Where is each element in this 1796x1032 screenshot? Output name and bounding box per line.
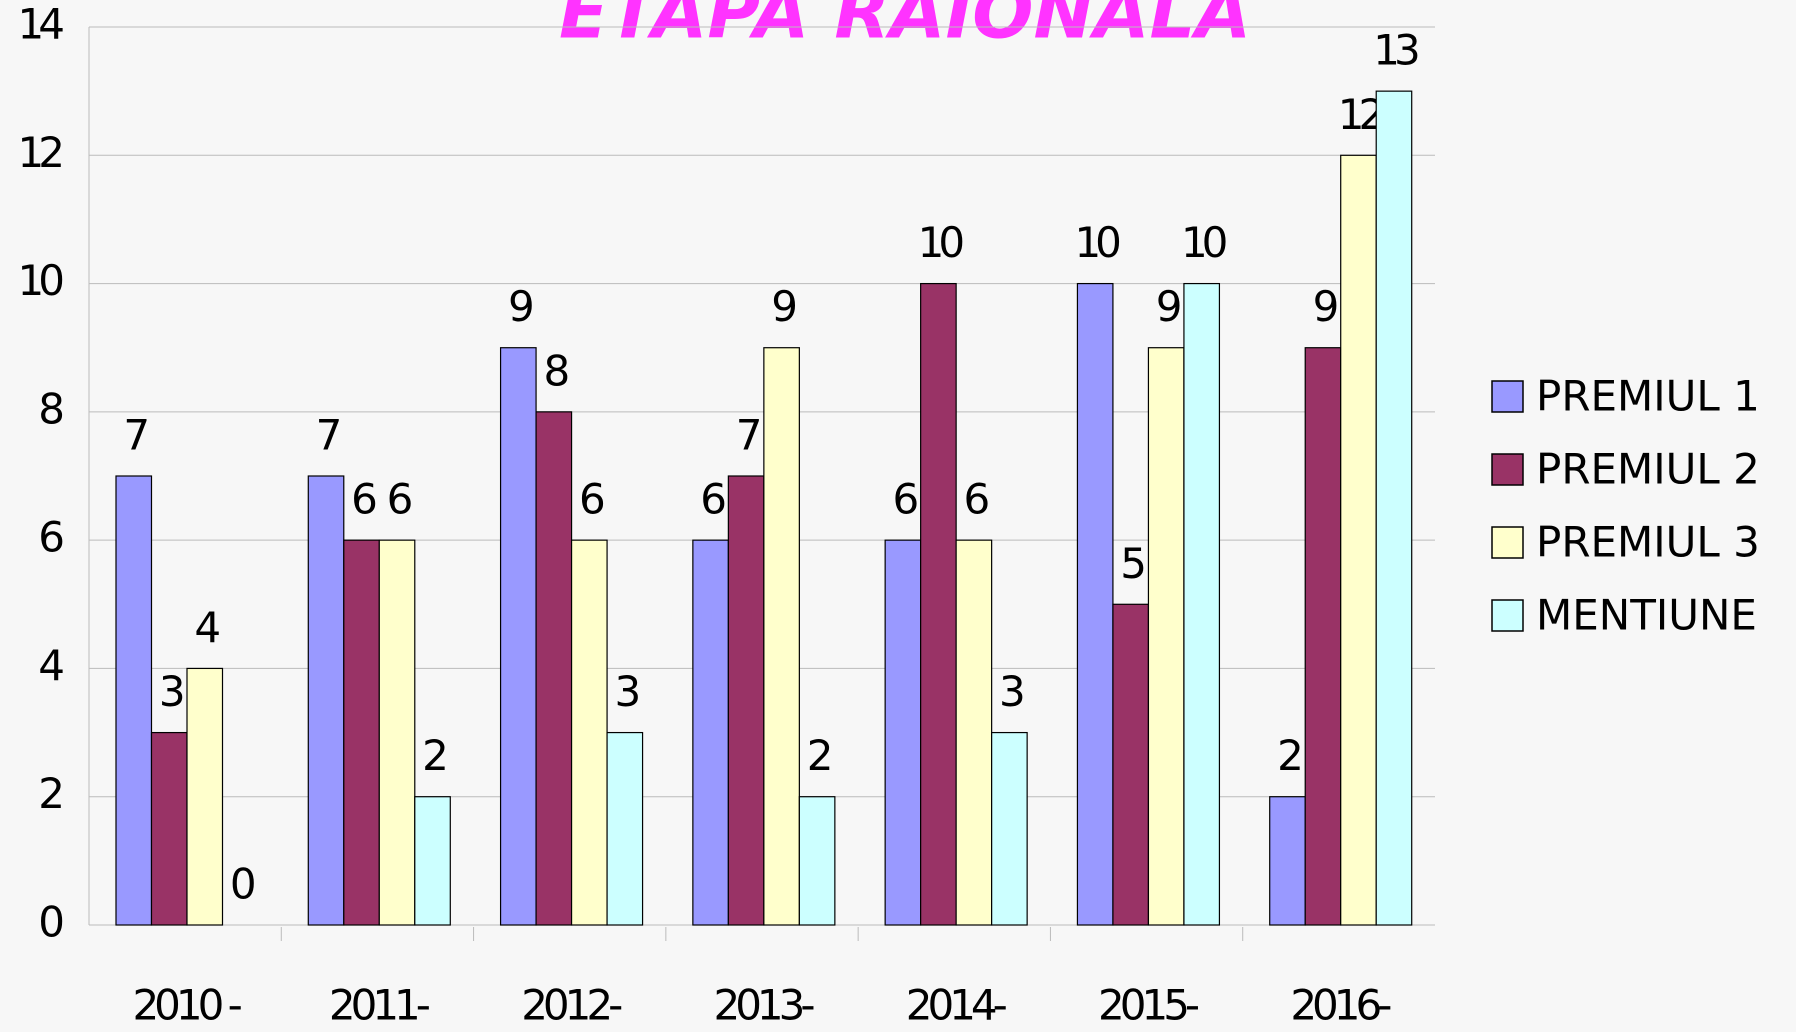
bar [920, 282, 957, 926]
y-tick-label: 10 [18, 256, 63, 305]
y-tick-label: 6 [38, 513, 63, 562]
bar [535, 411, 573, 926]
x-tick-label: 2010 - [132, 981, 241, 1029]
x-tick-label: 2015- [1098, 981, 1199, 1029]
y-tick-label: 4 [38, 641, 63, 690]
bar [150, 731, 188, 926]
legend-label: PREMIUL 2 [1536, 445, 1760, 494]
y-tick-label: 12 [18, 128, 62, 177]
bar [991, 731, 1028, 926]
bar [1076, 282, 1114, 926]
bar [570, 539, 608, 926]
bar [692, 539, 729, 926]
bar [1269, 796, 1306, 926]
value-label: 3 [159, 667, 183, 716]
value-label: 4 [194, 603, 219, 652]
value-label: 2 [807, 731, 830, 780]
value-label: 6 [700, 475, 725, 524]
legend-swatch [1491, 599, 1524, 632]
y-tick-label: 0 [38, 898, 62, 947]
x-tick-label: 2011- [329, 981, 430, 1029]
value-label: 13 [1373, 26, 1418, 75]
legend-swatch [1491, 526, 1524, 559]
value-label: 7 [123, 411, 147, 460]
legend-swatch [1491, 380, 1524, 413]
y-tick-label: 8 [38, 384, 62, 433]
value-label: 3 [614, 667, 638, 716]
legend-label: PREMIUL 1 [1536, 372, 1760, 421]
value-label: 0 [230, 860, 254, 909]
bar [1304, 347, 1342, 926]
bar [727, 475, 765, 926]
bar [186, 667, 224, 926]
bar [115, 475, 153, 926]
legend-swatch [1491, 453, 1524, 486]
value-label: 10 [918, 218, 963, 267]
bar [763, 347, 800, 926]
bar [499, 347, 537, 926]
bar [798, 796, 836, 926]
y-tick-label: 2 [38, 769, 61, 818]
bar [414, 796, 451, 926]
value-label: 6 [893, 475, 918, 524]
value-label: 6 [387, 475, 412, 524]
value-label: 6 [964, 475, 989, 524]
value-label: 2 [1277, 731, 1300, 780]
legend-label: MENTIUNE [1536, 591, 1757, 640]
bar [884, 539, 922, 926]
value-label: 9 [771, 282, 795, 331]
bar [1147, 347, 1185, 926]
y-tick-label: 14 [18, 0, 64, 49]
legend-label: PREMIUL 3 [1536, 518, 1760, 567]
x-tick-label: 2014- [906, 981, 1007, 1029]
bar [378, 539, 416, 926]
value-label: 9 [508, 282, 532, 331]
bar [1375, 90, 1413, 926]
x-tick-label: 2016- [1290, 981, 1391, 1029]
bar [606, 731, 644, 926]
value-label: 3 [999, 667, 1023, 716]
value-label: 12 [1338, 90, 1382, 139]
value-label: 6 [579, 475, 604, 524]
value-label: 6 [351, 475, 376, 524]
value-label: 7 [316, 411, 340, 460]
value-label: 10 [1074, 218, 1119, 267]
x-tick-label: 2012- [521, 981, 622, 1029]
value-label: 10 [1181, 218, 1226, 267]
value-label: 2 [422, 731, 445, 780]
value-label: 8 [543, 346, 567, 395]
value-label: 5 [1120, 539, 1144, 588]
bar [955, 539, 993, 926]
value-label: 9 [1156, 282, 1180, 331]
bar [1340, 154, 1377, 926]
bar [1183, 282, 1221, 926]
bar [343, 539, 380, 926]
bar [307, 475, 345, 926]
x-tick-label: 2013- [713, 981, 814, 1029]
value-label: 9 [1313, 282, 1337, 331]
bar [1112, 603, 1150, 926]
value-label: 7 [736, 411, 760, 460]
